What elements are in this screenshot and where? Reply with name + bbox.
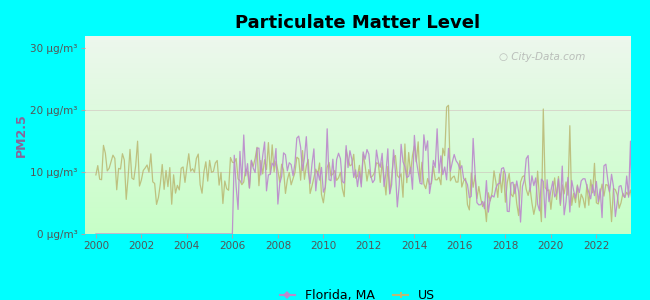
- Legend: Florida, MA, US: Florida, MA, US: [274, 284, 441, 300]
- Title: Particulate Matter Level: Particulate Matter Level: [235, 14, 480, 32]
- Y-axis label: PM2.5: PM2.5: [14, 113, 27, 157]
- Text: ○ City-Data.com: ○ City-Data.com: [499, 52, 586, 62]
